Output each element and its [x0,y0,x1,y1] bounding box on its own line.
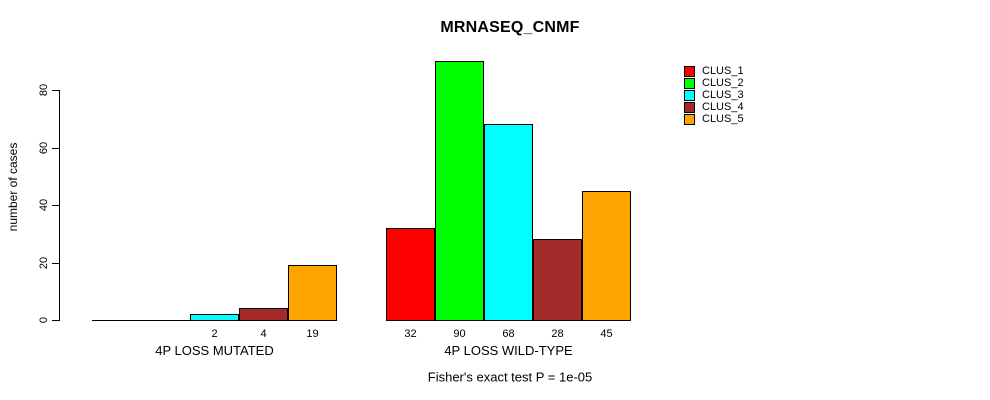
legend-swatch-icon [684,78,695,89]
legend-swatch-icon [684,66,695,77]
group-label: 4P LOSS WILD-TYPE [444,343,573,358]
bar-clus_5 [582,191,631,321]
legend-label: CLUS_3 [702,89,744,101]
y-axis-line [59,90,60,321]
bar-clus_1 [386,228,435,321]
bar-value-label: 4 [260,328,267,340]
bar-clus_4 [239,308,288,321]
group-label: 4P LOSS MUTATED [155,343,274,358]
y-tick [52,205,59,206]
legend-label: CLUS_1 [702,65,744,77]
y-tick [52,320,59,321]
y-tick-label: 40 [38,198,50,212]
legend-swatch-icon [684,114,695,125]
fisher-annotation: Fisher's exact test P = 1e-05 [427,369,593,385]
bar-value-label: 19 [306,328,319,340]
bar-clus_4 [533,239,582,321]
legend-item-clus_3: CLUS_3 [684,90,744,101]
y-tick [52,263,59,264]
y-tick [52,90,59,91]
y-tick-label: 0 [38,316,50,324]
bar-clus_5 [288,265,337,321]
y-tick-label: 80 [38,83,50,97]
y-axis-label: number of cases [6,142,20,232]
legend-label: CLUS_2 [702,77,744,89]
bar-value-label: 68 [502,328,515,340]
bar-value-label: 2 [211,328,218,340]
legend-item-clus_4: CLUS_4 [684,102,744,113]
legend-swatch-icon [684,90,695,101]
legend-item-clus_5: CLUS_5 [684,114,744,125]
bar-value-label: 45 [600,328,613,340]
bar-clus_2 [435,61,484,321]
bar-value-label: 90 [453,328,466,340]
legend-swatch-icon [684,102,695,113]
bar-clus_3 [484,124,533,321]
legend-label: CLUS_4 [702,101,744,113]
legend: CLUS_1 CLUS_2 CLUS_3 CLUS_4 CLUS_5 [684,66,744,125]
y-tick-label: 60 [38,141,50,155]
legend-label: CLUS_5 [702,113,744,125]
y-tick [52,148,59,149]
y-tick-label: 20 [38,256,50,270]
bar-clus_3 [190,314,239,321]
chart-title: MRNASEQ_CNMF [440,19,580,36]
bar-value-label: 32 [404,328,417,340]
legend-item-clus_2: CLUS_2 [684,78,744,89]
bar-value-label: 28 [551,328,564,340]
legend-item-clus_1: CLUS_1 [684,66,744,77]
